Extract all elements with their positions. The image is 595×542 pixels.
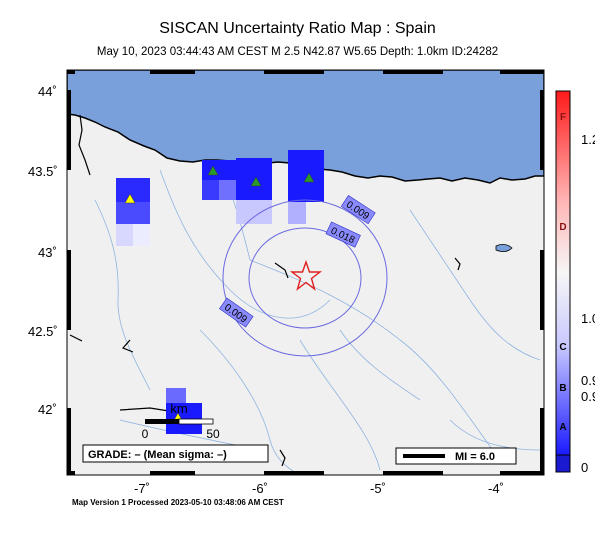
- cb-tick-1.0: 1.0: [581, 311, 595, 326]
- lon-label-minus6: -6˚: [252, 481, 268, 496]
- mi-legend-line: [403, 454, 445, 458]
- lat-label-42: 42˚: [38, 402, 57, 417]
- cb-letter-a: A: [559, 422, 566, 433]
- rivers: [94, 169, 541, 475]
- lat-label-42.5: 42.5˚: [28, 324, 58, 339]
- station-marker: [303, 172, 315, 183]
- mi-legend-text: MI = 6.0: [455, 451, 495, 463]
- colorbar-base: [555, 454, 571, 473]
- grade-box: [82, 444, 269, 463]
- stations: [124, 165, 315, 423]
- grade-text: GRADE: – (Mean sigma: –): [88, 449, 227, 461]
- mi-legend-box: [395, 447, 517, 465]
- station-marker: [207, 165, 219, 176]
- map-subtitle: May 10, 2023 03:44:43 AM CEST M 2.5 N42.…: [96, 46, 499, 58]
- epicenter-star: [289, 259, 323, 291]
- lat-label-43: 43˚: [38, 245, 57, 260]
- lat-label-44: 44˚: [38, 84, 57, 99]
- map-title: SISCAN Uncertainty Ratio Map : Spain: [159, 20, 436, 37]
- station-marker: [250, 176, 262, 187]
- station-marker: [124, 193, 136, 204]
- cb-letter-b: B: [559, 383, 566, 394]
- colorbar: [555, 90, 571, 456]
- scale-min: 0: [142, 427, 149, 441]
- cb-letter-d: D: [559, 222, 566, 233]
- scale-max: 50: [206, 427, 220, 441]
- uncertainty-contours: [222, 199, 388, 357]
- scale-bar: [145, 418, 214, 425]
- lat-label-43.5: 43.5˚: [28, 164, 58, 179]
- processing-footer: Map Version 1 Processed 2023-05-10 03:48…: [72, 498, 284, 507]
- cb-tick-0.9b: 0.9: [581, 389, 595, 404]
- scale-unit: km: [170, 401, 187, 416]
- lon-label-minus4: -4˚: [488, 481, 504, 496]
- lon-label-minus7: -7˚: [134, 481, 150, 496]
- cb-letter-f: F: [560, 112, 566, 123]
- lake: [495, 244, 513, 252]
- frame-ticks: [67, 70, 544, 475]
- cb-tick-0: 0: [581, 460, 588, 475]
- cb-letter-c: C: [559, 342, 566, 353]
- cb-tick-0.9a: 0.9: [581, 373, 595, 388]
- lon-label-minus5: -5˚: [370, 481, 386, 496]
- cb-tick-1.2: 1.2: [581, 132, 595, 147]
